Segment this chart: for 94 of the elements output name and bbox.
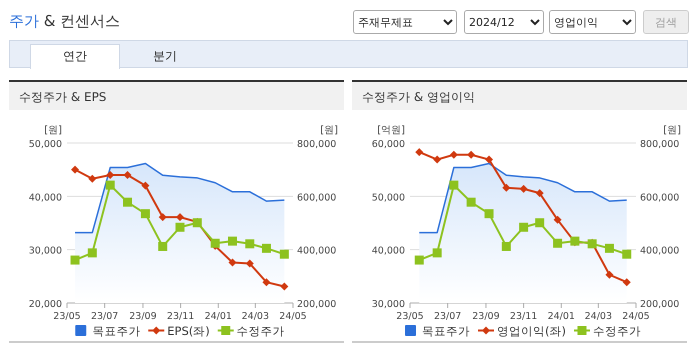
- point: [519, 222, 528, 232]
- y2-axis-title: [원]: [663, 125, 682, 136]
- text: 분기: [152, 48, 178, 65]
- y2-tick-label: 200,000: [640, 299, 680, 310]
- x-tick-label: 24/05: [279, 311, 307, 322]
- x-tick-label: 24/01: [548, 311, 575, 322]
- point: [622, 278, 631, 286]
- y-tick-label: 40,000: [372, 246, 405, 257]
- point: [176, 222, 184, 232]
- y-tick-label: 50,000: [372, 192, 405, 204]
- point: [485, 156, 494, 164]
- y2-axis-title: [원]: [320, 125, 338, 136]
- point: [604, 244, 614, 253]
- point: [553, 238, 562, 248]
- point: [210, 238, 220, 248]
- x-tick-label: 23/07: [434, 311, 462, 322]
- point: [554, 216, 562, 224]
- y-tick-label: 20,000: [28, 299, 62, 310]
- x-tick-label: 24/03: [584, 311, 612, 322]
- point: [228, 236, 237, 246]
- point: [466, 198, 476, 207]
- point: [622, 250, 632, 259]
- point: [70, 256, 80, 265]
- legend-label: 수정주가: [592, 324, 641, 338]
- text: 주재무제표: [353, 10, 457, 34]
- y-axis-title: [원]: [44, 125, 62, 136]
- chart-title: 수정주가 & EPS: [19, 89, 106, 106]
- y-tick-label: 30,000: [372, 299, 405, 310]
- text: 주가 & 컨센서스: [9, 12, 120, 30]
- legend-label: 목표주가: [92, 324, 140, 338]
- x-tick-label: 23/11: [166, 311, 194, 322]
- point: [605, 270, 614, 279]
- point: [140, 209, 150, 218]
- y2-tick-label: 200,000: [297, 299, 336, 310]
- point: [484, 209, 494, 218]
- y-tick-label: 40,000: [28, 192, 62, 204]
- point: [502, 184, 510, 192]
- y-tick-label: 60,000: [372, 139, 405, 150]
- y2-tick-label: 600,000: [640, 192, 680, 204]
- point: [71, 166, 80, 174]
- x-tick-label: 23/07: [90, 311, 118, 322]
- y2-tick-label: 600,000: [297, 192, 336, 204]
- point: [467, 150, 476, 159]
- y2-tick-label: 800,000: [297, 139, 336, 150]
- point: [450, 150, 458, 159]
- point: [433, 156, 442, 164]
- legend-label: EPS(좌): [167, 324, 210, 338]
- point: [449, 180, 458, 190]
- point: [158, 213, 167, 222]
- x-tick-label: 24/03: [242, 311, 270, 322]
- point: [520, 184, 528, 193]
- point: [535, 218, 544, 228]
- point: [414, 256, 424, 265]
- y2-tick-label: 800,000: [640, 139, 680, 150]
- point: [246, 260, 254, 268]
- point: [280, 282, 288, 290]
- point: [123, 198, 132, 207]
- point: [536, 189, 544, 198]
- y2-tick-label: 400,000: [297, 246, 336, 257]
- point: [106, 171, 114, 179]
- x-tick-label: 24/01: [204, 311, 232, 322]
- y2-tick-label: 400,000: [640, 246, 680, 257]
- y-axis-title: [억원]: [377, 125, 406, 136]
- x-tick-label: 23/09: [129, 311, 157, 322]
- y-tick-label: 30,000: [28, 246, 62, 257]
- x-tick-label: 23/05: [396, 311, 424, 322]
- point: [262, 278, 270, 286]
- point: [432, 248, 442, 258]
- point: [88, 174, 96, 183]
- y-tick-label: 50,000: [28, 139, 62, 150]
- point: [228, 258, 236, 266]
- point: [106, 180, 115, 190]
- legend-label: 수정주가: [236, 324, 285, 338]
- point: [502, 242, 511, 251]
- text: 2024/12: [464, 10, 544, 34]
- x-tick-label: 23/05: [53, 311, 81, 322]
- x-tick-label: 23/09: [472, 311, 500, 322]
- text: 영업이익: [549, 10, 636, 34]
- point: [176, 213, 184, 222]
- point: [245, 239, 254, 248]
- x-tick-label: 23/11: [510, 311, 538, 322]
- point: [262, 244, 271, 253]
- point: [415, 148, 424, 156]
- text: 연간: [30, 44, 120, 69]
- point: [141, 182, 150, 190]
- legend-label: 목표주가: [422, 324, 470, 338]
- point: [124, 171, 132, 179]
- point: [158, 242, 168, 251]
- legend-label: 영업이익(좌): [497, 324, 566, 338]
- text: 검색: [643, 10, 689, 34]
- point: [280, 250, 289, 259]
- point: [88, 248, 97, 258]
- chart-title: 수정주가 & 영업이익: [362, 89, 475, 106]
- x-tick-label: 24/05: [622, 311, 650, 322]
